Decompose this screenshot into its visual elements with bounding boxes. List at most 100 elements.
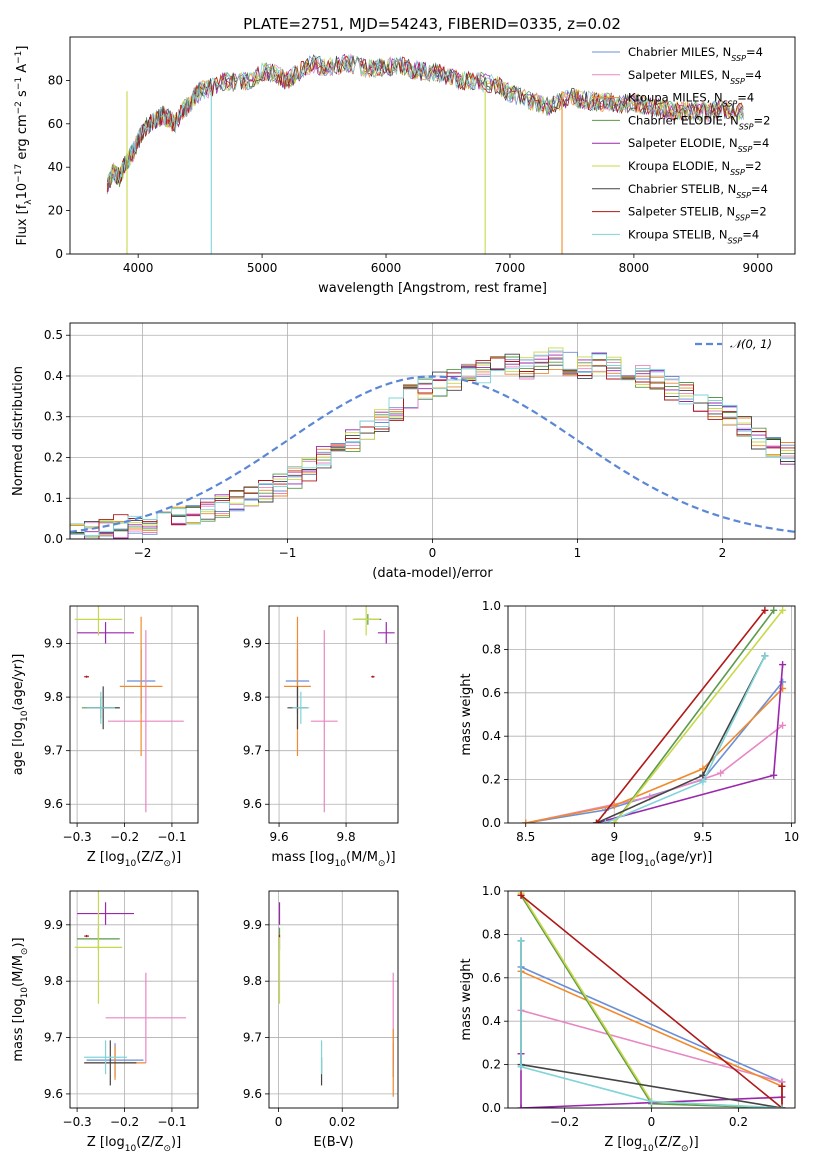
y-tick-label: 0.2 <box>482 773 501 787</box>
weight-marker <box>779 721 787 729</box>
legend-text: Chabrier MILES, N <box>628 45 731 59</box>
y-tick-label: 0.1 <box>44 491 63 505</box>
y-tick-label: 9.9 <box>44 918 63 932</box>
y-tick-label: 0.5 <box>44 328 63 342</box>
x-tick-label: 9.6 <box>270 830 289 844</box>
legend-count: =2 <box>750 205 767 219</box>
y-tick-label: 80 <box>48 73 63 87</box>
x-tick-label: 0 <box>648 1115 656 1129</box>
panel-residuals: −2 −1 0 1 2 0.0 0.1 0.2 0.3 0.4 0.5 (data-model)/er… <box>11 322 796 581</box>
histogram-kroupa-stelib <box>70 350 795 539</box>
y-tick-label: 9.7 <box>44 1031 63 1045</box>
y-tick-label: 0.0 <box>482 1101 501 1115</box>
errorbar-point <box>310 630 338 813</box>
legend-text: Kroupa MILES, N <box>628 91 723 105</box>
legend-text: Kroupa ELODIE, N <box>628 159 730 173</box>
errorbar-point <box>352 606 380 636</box>
x-tick-label: 9 <box>610 830 618 844</box>
axes-frame <box>69 605 199 824</box>
y-tick-label: 9.7 <box>44 744 63 758</box>
y-tick-label: 9.9 <box>44 637 63 651</box>
legend-count: =4 <box>746 45 763 59</box>
weight-marker <box>517 937 525 945</box>
x-axis-label: Z [log10(Z/Z⊙)] <box>87 850 181 869</box>
x-tick-label: −1 <box>279 546 297 560</box>
legend-count: =4 <box>745 68 762 82</box>
y-tick-label: 0.8 <box>482 927 501 941</box>
x-tick-label: −0.3 <box>63 830 92 844</box>
legend-subscript: SSP <box>728 236 743 245</box>
x-tick-label: −0.2 <box>110 1115 139 1129</box>
panel-mass-weight-vs-age: 8.5 9 9.5 10 0.0 0.2 0.4 0.6 0.8 1.0 age [log10(ag… <box>459 599 799 869</box>
y-tick-label: 9.6 <box>243 1087 262 1101</box>
weight-marker <box>779 606 787 614</box>
errorbar-point <box>84 675 89 678</box>
legend-text: Salpeter MILES, N <box>628 68 730 82</box>
x-tick-label: 6000 <box>371 261 402 275</box>
y-tick-label: 9.8 <box>44 690 63 704</box>
weight-marker <box>761 652 769 660</box>
axes-frame <box>69 36 796 255</box>
legend-label: Salpeter ELODIE, NSSP=4 <box>628 136 769 154</box>
errorbar-point <box>86 691 116 724</box>
weight-marker <box>699 771 707 779</box>
plot-area <box>106 53 744 254</box>
weight-marker <box>778 1082 786 1090</box>
legend-label: Chabrier MILES, NSSP=4 <box>628 45 763 63</box>
x-tick-label: −0.2 <box>550 1115 579 1129</box>
weight-line-kroupa-miles <box>525 687 784 823</box>
legend-label: Kroupa MILES, NSSP=4 <box>628 91 754 109</box>
plot-area <box>517 891 786 1108</box>
weight-marker <box>770 771 778 779</box>
y-tick-label: 1.0 <box>482 884 501 898</box>
x-axis-label: Z [log10(Z/Z⊙)] <box>604 1135 698 1154</box>
legend-count: =4 <box>752 136 769 150</box>
weight-marker <box>648 1097 655 1105</box>
errorbar-point <box>84 934 89 938</box>
y-tick-label: 9.6 <box>243 797 262 811</box>
y-tick-label: 9.8 <box>243 690 262 704</box>
y-tick-label: 0.4 <box>482 1014 501 1028</box>
weight-marker <box>699 765 707 773</box>
errorbar-point <box>84 1040 137 1086</box>
x-tick-label: 8000 <box>619 261 650 275</box>
plot-area <box>74 606 184 813</box>
y-tick-label: 0.3 <box>44 410 63 424</box>
legend-label: Salpeter STELIB, NSSP=2 <box>628 205 767 223</box>
y-tick-label: 0.0 <box>482 816 501 830</box>
y-tick-label: 9.9 <box>243 918 262 932</box>
weight-marker <box>517 1063 525 1071</box>
legend-subscript: SSP <box>731 54 746 63</box>
x-tick-label: 8.5 <box>516 830 535 844</box>
x-axis-label: E(B-V) <box>313 1135 353 1150</box>
panel-mass-vs-z: −0.3 −0.2 −0.1 9.6 9.7 9.8 9.9 Z [log10(Z/Z⊙)] m… <box>11 890 199 1154</box>
y-tick-label: 9.8 <box>243 974 262 988</box>
x-tick-label: −0.2 <box>110 830 139 844</box>
y-tick-label: 0.4 <box>44 369 63 383</box>
legend-text: Chabrier ELODIE, N <box>628 113 739 127</box>
axes-frame <box>268 605 399 824</box>
legend-subscript: SSP <box>735 213 750 222</box>
weight-line-kroupa-elodie <box>613 609 784 823</box>
y-tick-label: 0.2 <box>482 1058 501 1072</box>
x-axis-label: (data-model)/error <box>372 566 493 581</box>
legend-label: 𝒩(0, 1) <box>730 337 772 351</box>
y-axis-label: age [log10(age/yr)] <box>11 654 30 776</box>
legend-label: Chabrier STELIB, NSSP=4 <box>628 182 768 200</box>
weight-line-salpeter-elodie <box>596 664 784 823</box>
legend-text: Chabrier STELIB, N <box>628 182 736 196</box>
x-tick-label: 1 <box>574 546 582 560</box>
x-tick-label: −0.1 <box>157 1115 186 1129</box>
y-tick-label: 9.8 <box>44 974 63 988</box>
axes-frame <box>507 890 796 1109</box>
legend-label: Kroupa ELODIE, NSSP=2 <box>628 159 762 177</box>
spectrum-line-kroupa-stelib <box>107 54 744 184</box>
errorbar-point <box>292 691 310 724</box>
plot-area <box>284 606 395 813</box>
weight-marker <box>770 606 778 614</box>
weight-marker <box>717 769 725 777</box>
y-tick-label: 60 <box>48 117 63 131</box>
x-tick-label: 10 <box>784 830 799 844</box>
x-tick-label: −2 <box>134 546 152 560</box>
